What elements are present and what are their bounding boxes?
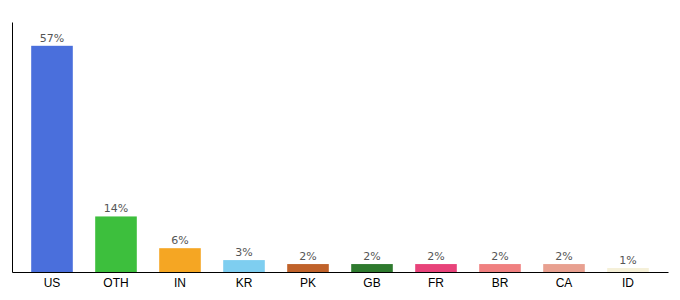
- data-label: 2%: [363, 250, 380, 263]
- data-labels: 57% 14% 6% 3% 2% 2% 2% 2% 2% 1%: [40, 32, 637, 267]
- bar: [415, 264, 457, 272]
- x-tick-label: IN: [174, 276, 186, 290]
- plot-area: US OTH IN KR PK GB FR BR CA ID 57% 14% 6% 3% 2% 2% 2% 2% 2…: [13, 23, 669, 290]
- y-axis: [12, 23, 13, 273]
- bar: [287, 264, 329, 272]
- bar: [159, 248, 201, 272]
- x-tick: FR: [428, 276, 444, 290]
- data-label: 3%: [235, 246, 252, 259]
- data-label: 2%: [427, 250, 444, 263]
- x-axis: US OTH IN KR PK GB FR BR CA ID: [13, 273, 669, 290]
- bar: [95, 216, 137, 272]
- bar: [351, 264, 393, 272]
- x-tick-label: US: [44, 276, 61, 290]
- x-axis-line: [13, 272, 669, 273]
- x-tick: PK: [300, 276, 316, 290]
- x-tick-label: PK: [300, 276, 316, 290]
- x-tick: IN: [174, 276, 186, 290]
- bar: [223, 260, 265, 272]
- x-tick-label: FR: [428, 276, 444, 290]
- data-label: 2%: [299, 250, 316, 263]
- chart-svg: US OTH IN KR PK GB FR BR CA ID 57% 14% 6% 3% 2% 2% 2% 2% 2…: [0, 0, 680, 300]
- bars: [31, 46, 649, 272]
- bar: [31, 46, 73, 272]
- y-axis-line: [12, 23, 13, 273]
- x-tick: US: [44, 276, 61, 290]
- bar: [543, 264, 585, 272]
- x-tick: CA: [556, 276, 573, 290]
- bar: [607, 268, 649, 272]
- x-tick-label: BR: [492, 276, 509, 290]
- x-tick-label: ID: [622, 276, 634, 290]
- x-tick-label: KR: [236, 276, 253, 290]
- data-label: 57%: [40, 32, 64, 45]
- data-label: 2%: [555, 250, 572, 263]
- x-tick: OTH: [103, 276, 128, 290]
- x-tick: GB: [363, 276, 380, 290]
- x-tick: KR: [236, 276, 253, 290]
- x-tick-label: GB: [363, 276, 380, 290]
- x-tick: ID: [622, 276, 634, 290]
- data-label: 2%: [491, 250, 508, 263]
- x-tick: BR: [492, 276, 509, 290]
- chart-container: US OTH IN KR PK GB FR BR CA ID 57% 14% 6% 3% 2% 2% 2% 2% 2…: [0, 0, 680, 300]
- bar: [479, 264, 521, 272]
- x-tick-label: OTH: [103, 276, 128, 290]
- x-tick-label: CA: [556, 276, 573, 290]
- data-label: 14%: [104, 202, 128, 215]
- data-label: 6%: [171, 234, 188, 247]
- data-label: 1%: [619, 254, 636, 267]
